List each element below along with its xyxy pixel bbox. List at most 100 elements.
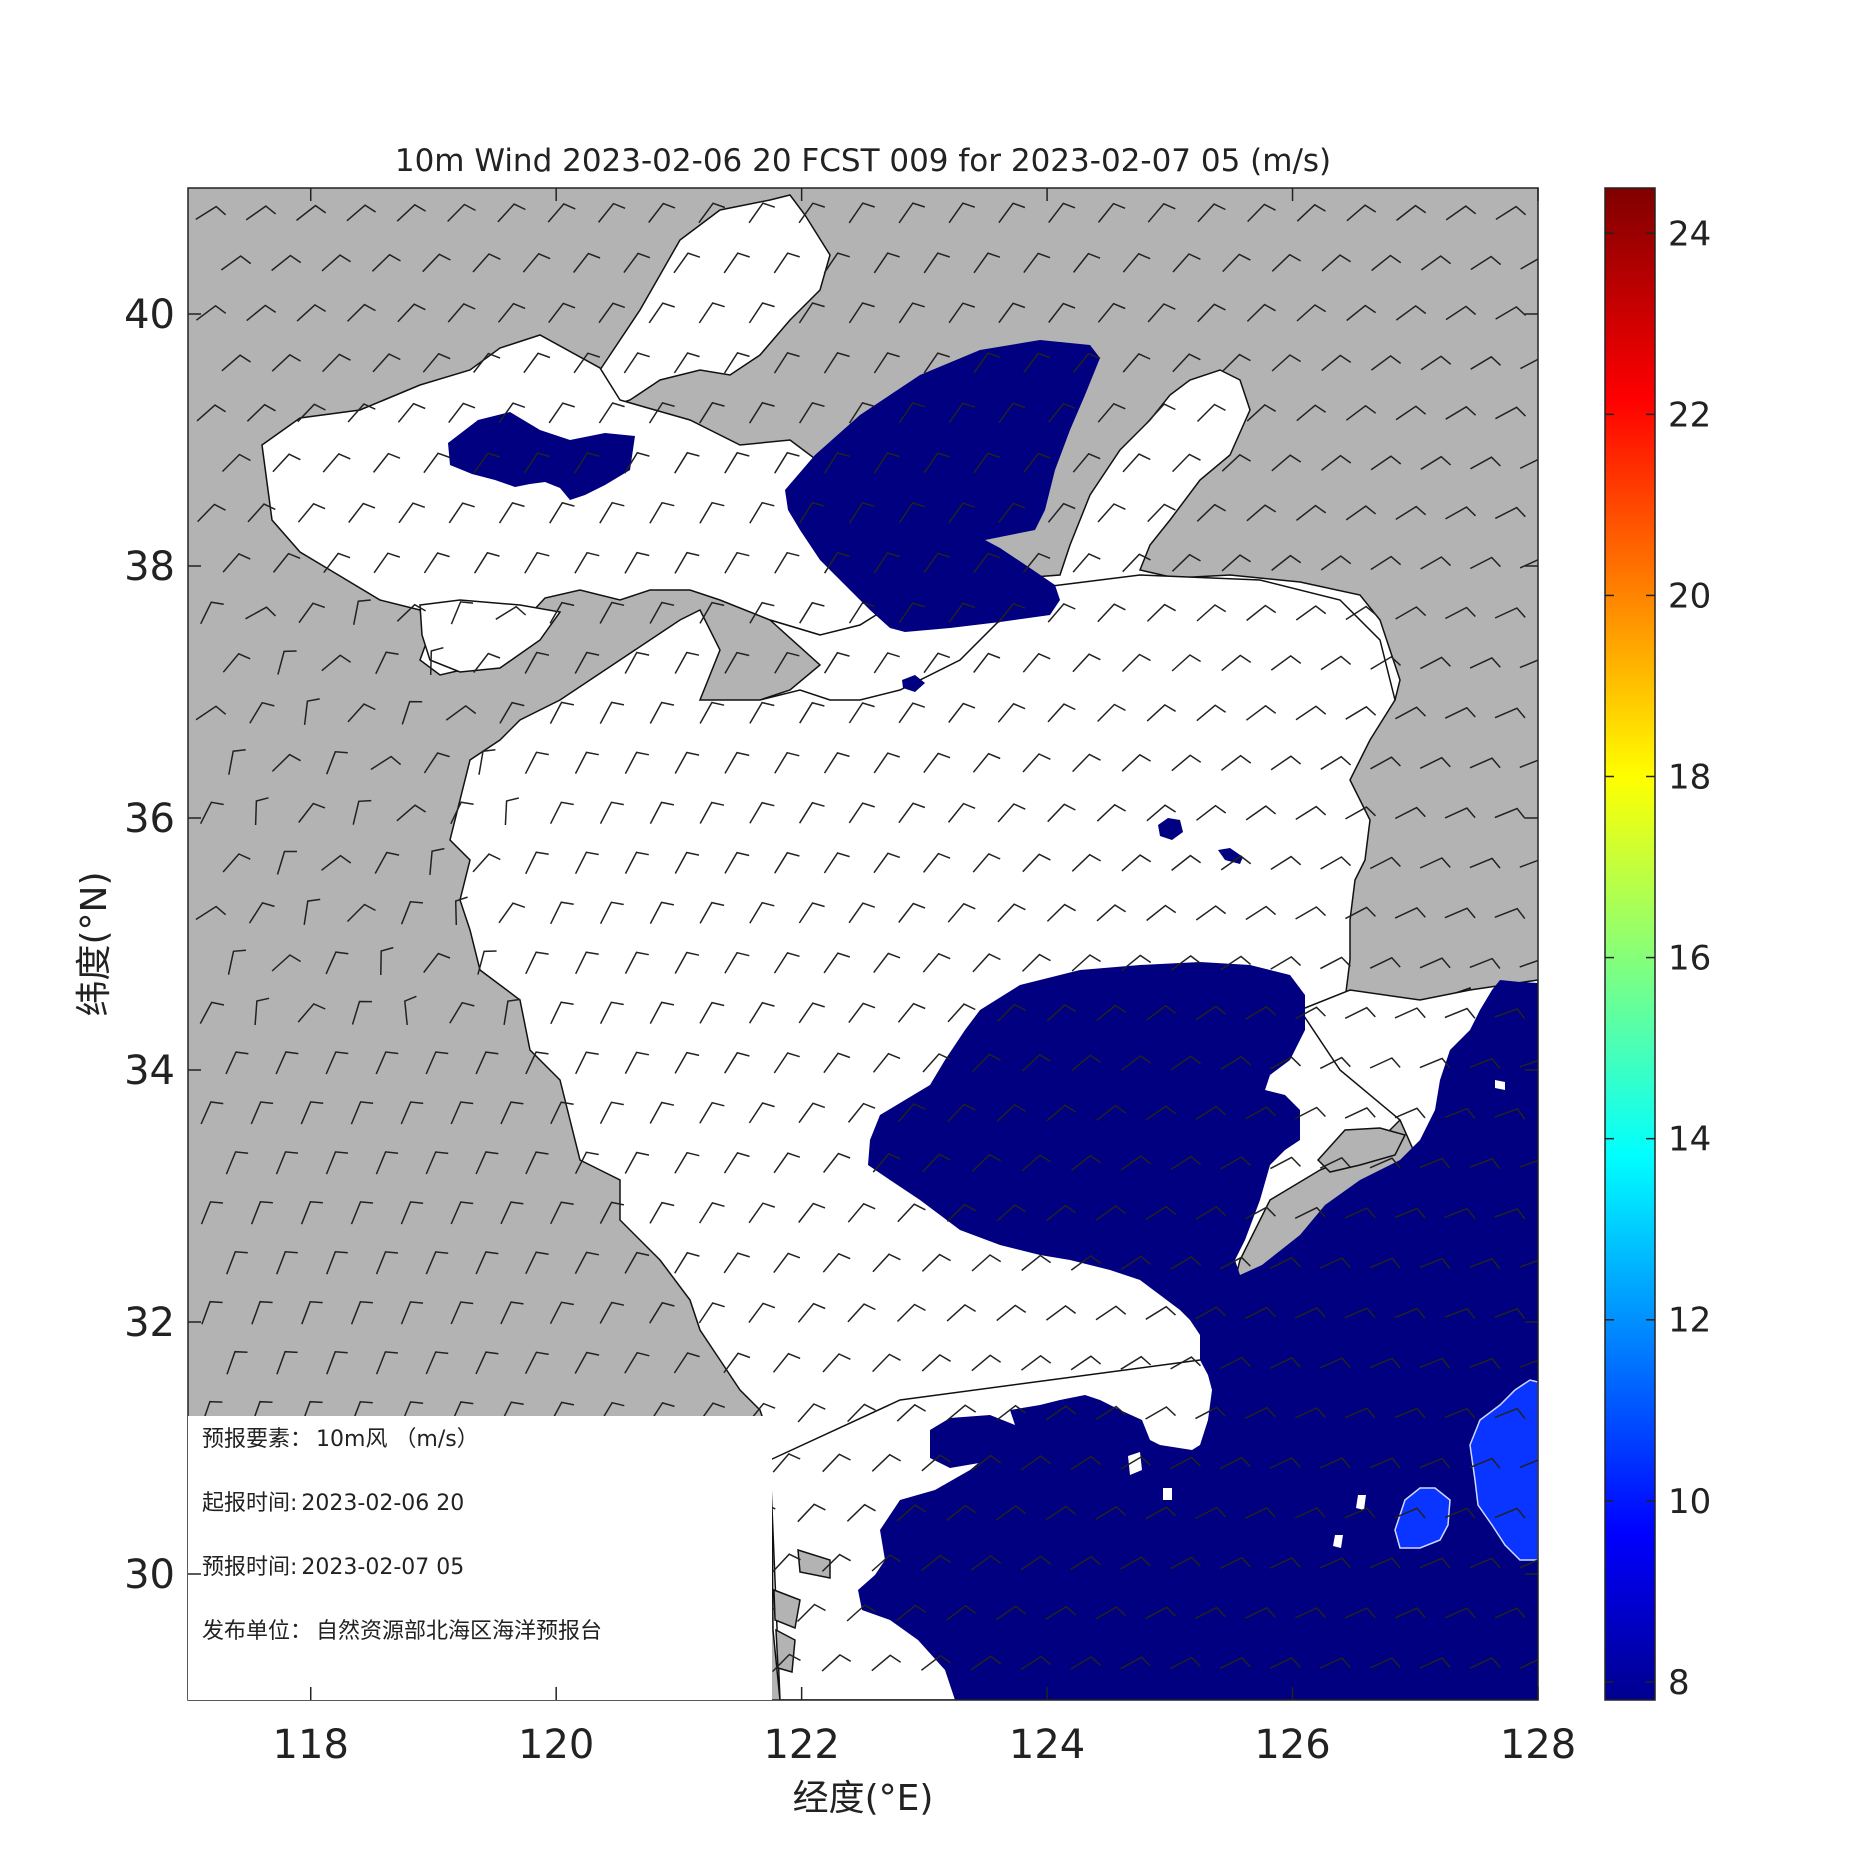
- wind-barb: [1270, 654, 1302, 671]
- wind-barb: [225, 1251, 248, 1275]
- wind-barb: [724, 751, 750, 774]
- wind-barb: [1494, 1607, 1526, 1619]
- wind-barb: [396, 804, 427, 822]
- wind-barb: [1294, 1306, 1326, 1319]
- wind-barb: [1120, 1054, 1152, 1071]
- wind-barb: [1394, 906, 1426, 919]
- wind-barb: [1221, 554, 1252, 572]
- wind-barb: [698, 1704, 725, 1722]
- wind-barb: [1395, 606, 1427, 620]
- wind-barb: [1195, 1406, 1226, 1420]
- wind-barb: [873, 252, 900, 274]
- wind-barb: [1370, 655, 1402, 670]
- wind-barb: [574, 851, 599, 875]
- wind-barb: [1146, 804, 1177, 822]
- wind-barb: [254, 797, 269, 826]
- wind-barb: [624, 451, 650, 474]
- island-zhoushan-3: [775, 1628, 796, 1673]
- wind-barb: [1296, 203, 1326, 222]
- wind-barb: [1244, 1506, 1276, 1519]
- wind-barb: [996, 1204, 1026, 1222]
- wind-barb: [1220, 1256, 1251, 1270]
- wind-barbs: [195, 202, 1538, 1723]
- wind-barb: [370, 755, 402, 771]
- info-box: 预报要素： 10m风 （m/s） 起报时间: 2023-02-06 20 预报时间:…: [188, 1416, 772, 1700]
- wind-barb: [649, 1704, 676, 1723]
- wind-barb: [1195, 905, 1227, 921]
- wind-barb: [1345, 906, 1376, 920]
- wind-barb: [946, 1706, 976, 1720]
- wind-barb: [998, 202, 1026, 224]
- wind-barb: [699, 901, 725, 924]
- wind-barb: [748, 1704, 776, 1721]
- wind-barb: [847, 1202, 876, 1223]
- wind-barb: [1172, 453, 1201, 473]
- wind-barb: [1196, 403, 1226, 423]
- wind-barb: [1444, 1507, 1476, 1519]
- wind-barb: [1494, 506, 1526, 520]
- wind-barb: [1245, 1005, 1277, 1020]
- wind-barb: [321, 254, 351, 272]
- wind-barb: [1296, 304, 1327, 322]
- wind-barb: [1345, 806, 1377, 820]
- wind-barb: [598, 402, 625, 424]
- wind-barb: [1021, 953, 1051, 972]
- wind-barb: [1047, 703, 1076, 723]
- wind-barb: [1369, 1257, 1401, 1269]
- wind-barb: [1519, 1059, 1538, 1068]
- wind-barb: [822, 1453, 851, 1473]
- wind-barb: [798, 402, 825, 424]
- wind-barb: [1294, 1607, 1326, 1619]
- wind-barb: [1122, 553, 1151, 573]
- wind-barb: [200, 1201, 224, 1225]
- wind-barb: [848, 402, 875, 424]
- wind-barb: [823, 252, 850, 274]
- wind-patch-small-1: [902, 675, 925, 692]
- wind-barb: [347, 403, 376, 423]
- wind-barb: [1270, 1156, 1301, 1170]
- wind-barb: [423, 452, 451, 474]
- wind-barb: [1045, 1304, 1077, 1321]
- wind-barb: [475, 1151, 499, 1175]
- wind-barb: [271, 954, 301, 972]
- wind-barb: [998, 502, 1026, 524]
- wind-barb: [222, 853, 251, 873]
- wind-barb: [197, 503, 226, 523]
- wind-barb: [649, 1301, 675, 1324]
- wind-barb: [429, 847, 445, 875]
- wind-barb: [823, 1052, 851, 1074]
- wind-barb: [1122, 453, 1151, 473]
- wind-barb: [321, 654, 352, 672]
- wind-barb: [1369, 956, 1401, 969]
- wind-barb: [550, 1001, 574, 1025]
- wind-barb: [1196, 604, 1227, 622]
- y-axis: 30 32 34 36 38 40: [124, 292, 1538, 1598]
- wind-barb: [823, 551, 850, 574]
- wind-barb: [523, 452, 550, 474]
- wind-barb: [723, 1152, 750, 1174]
- wind-barb: [373, 452, 401, 473]
- sea-laizhou-bay: [419, 599, 562, 673]
- wind-barb: [898, 602, 925, 624]
- wind-barb: [1121, 954, 1152, 972]
- wind-barb: [1045, 1505, 1077, 1521]
- wind-barb: [524, 1351, 549, 1375]
- wind-barb: [798, 1202, 826, 1223]
- wind-barb: [923, 852, 951, 873]
- wind-barb: [1147, 503, 1176, 523]
- wind-barb: [1020, 1354, 1052, 1371]
- wind-barb: [550, 901, 574, 925]
- wind-barb: [923, 552, 951, 574]
- wind-barb: [1072, 452, 1101, 473]
- wind-barb: [371, 253, 401, 272]
- wind-barb: [525, 1151, 549, 1175]
- wind-barb: [1146, 603, 1176, 622]
- wind-barb: [380, 946, 394, 976]
- wind-barb: [228, 749, 246, 775]
- wind-barb: [1046, 903, 1076, 922]
- wind-barb: [300, 1201, 323, 1225]
- info-element-label: 预报要素：: [202, 1427, 312, 1452]
- chart-title: 10m Wind 2023-02-06 20 FCST 009 for 2023…: [395, 143, 1331, 179]
- wind-barb: [872, 1353, 901, 1373]
- wind-barb: [375, 1051, 399, 1075]
